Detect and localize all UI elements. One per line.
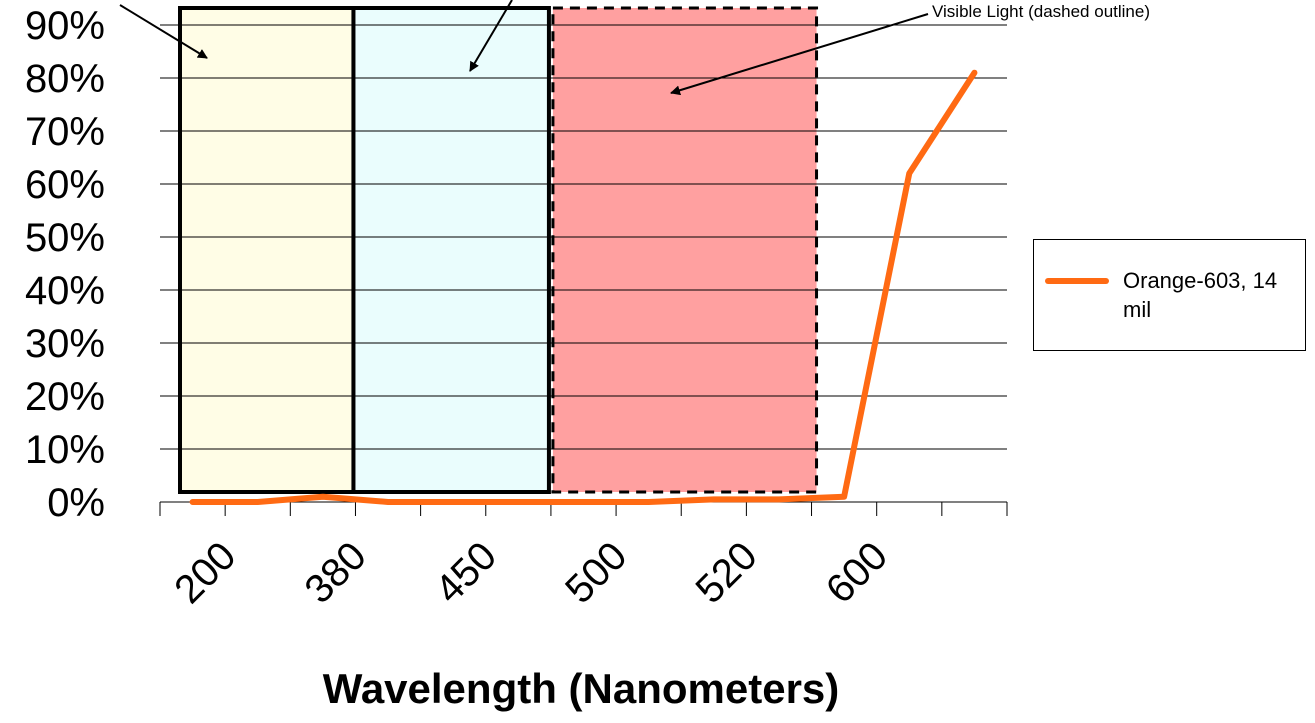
- x-tick-label: 600: [818, 534, 896, 612]
- annotation-visible-light: Visible Light (dashed outline): [932, 2, 1150, 21]
- series-line-orange: [189, 69, 978, 505]
- legend: Orange-603, 14 mil: [1033, 239, 1306, 351]
- y-tick-label: 10%: [25, 428, 105, 472]
- x-tick-labels: 200 380 450 500 520 600: [166, 534, 896, 612]
- x-tick-label: 520: [687, 534, 765, 612]
- gridlines: [160, 24, 1007, 450]
- y-tick-label: 50%: [25, 216, 105, 260]
- legend-label: Orange-603, 14 mil: [1123, 268, 1278, 322]
- highlight-regions: [178, 6, 819, 494]
- annotation-arrow-3: [670, 13, 929, 96]
- y-tick-label: 60%: [25, 163, 105, 207]
- y-tick-label: 20%: [25, 375, 105, 419]
- y-tick-label: 40%: [25, 269, 105, 313]
- y-tick-label: 0%: [47, 481, 105, 525]
- x-tick-label: 500: [557, 534, 635, 612]
- x-axis-label: Wavelength (Nanometers): [323, 665, 840, 712]
- y-tick-labels: 0% 10% 20% 30% 40% 50% 60% 70% 80% 90%: [25, 4, 105, 525]
- legend-swatch-orange: [1045, 278, 1109, 284]
- annotation-arrow-1: [119, 4, 208, 59]
- highlight-region-1: [178, 6, 356, 494]
- annotations: Visible Light (dashed outline): [119, 0, 1150, 96]
- series-lines: [189, 69, 978, 505]
- y-tick-label: 80%: [25, 57, 105, 101]
- highlight-region-2: [351, 6, 551, 494]
- x-tick-label: 200: [166, 534, 244, 612]
- x-tick-label: 450: [427, 534, 505, 612]
- highlight-region-3: [551, 6, 819, 494]
- y-tick-label: 70%: [25, 110, 105, 154]
- x-tick-label: 380: [297, 534, 375, 612]
- y-tick-label: 90%: [25, 4, 105, 48]
- y-tick-label: 30%: [25, 322, 105, 366]
- annotation-arrow-2: [469, 0, 513, 72]
